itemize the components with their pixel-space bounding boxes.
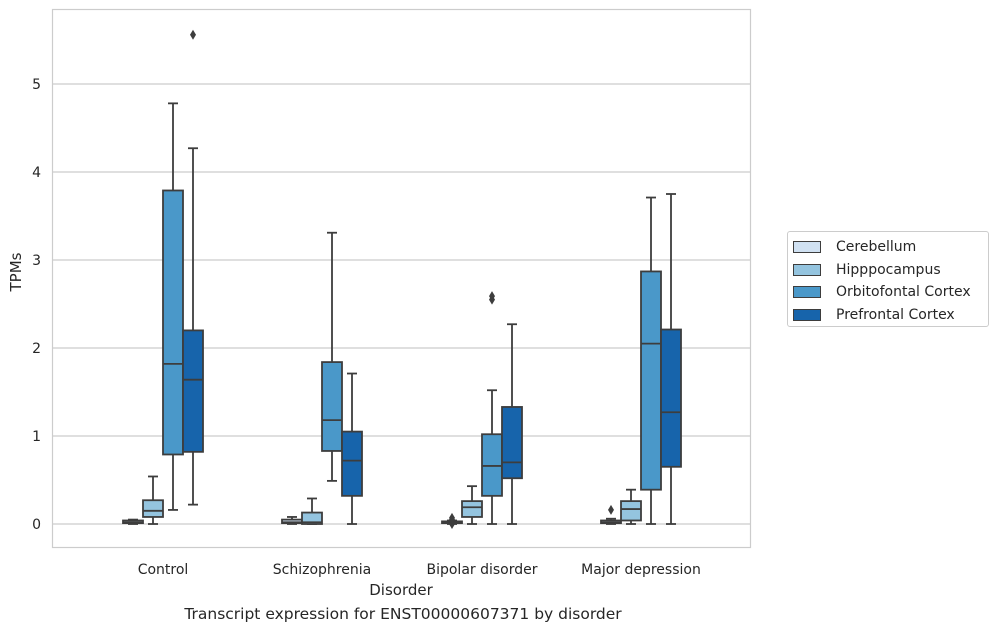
outlier-point bbox=[449, 512, 455, 523]
box-iqr bbox=[640, 270, 662, 491]
box-iqr bbox=[501, 406, 523, 480]
y-axis-label: TPMs bbox=[7, 252, 25, 292]
box-1-1 bbox=[301, 497, 323, 525]
chart-title: Transcript expression for ENST0000060737… bbox=[184, 605, 622, 623]
box-2-1 bbox=[321, 231, 343, 482]
box-iqr bbox=[142, 499, 164, 518]
legend-item: Hipppocampus bbox=[792, 259, 988, 282]
legend-swatch bbox=[793, 263, 821, 276]
box-1-2 bbox=[461, 485, 483, 525]
box-3-3 bbox=[660, 193, 682, 525]
box-3-0 bbox=[182, 29, 204, 506]
legend-item: Orbitofontal Cortex bbox=[792, 281, 988, 304]
box-1-0 bbox=[142, 475, 164, 525]
x-tick-label: Control bbox=[138, 562, 189, 578]
legend: Cerebellum Hipppocampus Orbitofontal Corte… bbox=[787, 231, 989, 327]
box-0-0 bbox=[122, 518, 144, 525]
legend-item: Cerebellum bbox=[792, 236, 988, 259]
legend-swatch bbox=[793, 286, 821, 299]
x-axis-ticks: Control Schizophrenia Bipolar disorder Majo… bbox=[138, 562, 701, 578]
box-iqr bbox=[162, 189, 184, 456]
outlier-point bbox=[608, 504, 614, 515]
box-iqr bbox=[321, 361, 343, 452]
box-0-2 bbox=[441, 512, 463, 529]
y-tick-label: 1 bbox=[32, 429, 41, 445]
boxes bbox=[122, 29, 682, 529]
box-iqr bbox=[461, 500, 483, 518]
outlier-point bbox=[489, 291, 495, 302]
y-tick-label: 0 bbox=[32, 517, 41, 533]
box-0-1 bbox=[281, 516, 303, 525]
y-tick-label: 3 bbox=[32, 253, 41, 269]
box-iqr bbox=[660, 328, 682, 468]
y-tick-label: 2 bbox=[32, 341, 41, 357]
y-tick-label: 5 bbox=[32, 77, 41, 93]
y-axis-ticks: 0 1 2 3 4 5 bbox=[32, 77, 41, 533]
box-0-3 bbox=[600, 504, 622, 525]
x-tick-label: Major depression bbox=[581, 562, 701, 578]
box-2-2 bbox=[481, 291, 503, 525]
legend-label: Hipppocampus bbox=[836, 261, 941, 278]
x-axis-label: Disorder bbox=[369, 581, 433, 599]
legend-swatch bbox=[793, 308, 821, 321]
box-iqr bbox=[182, 329, 204, 453]
outlier-point bbox=[190, 29, 196, 40]
legend-item: Prefrontal Cortex bbox=[792, 304, 988, 327]
box-iqr bbox=[620, 500, 642, 522]
legend-swatch bbox=[793, 241, 821, 254]
x-tick-label: Schizophrenia bbox=[273, 562, 371, 578]
plot-area-frame bbox=[51, 8, 752, 549]
box-3-2 bbox=[501, 323, 523, 525]
y-tick-label: 4 bbox=[32, 165, 41, 181]
box-iqr bbox=[341, 430, 363, 497]
box-2-3 bbox=[640, 196, 662, 525]
legend-label: Cerebellum bbox=[836, 239, 917, 256]
legend-label: Orbitofontal Cortex bbox=[836, 284, 971, 301]
box-3-1 bbox=[341, 372, 363, 525]
legend-label: Prefrontal Cortex bbox=[836, 306, 955, 323]
x-tick-label: Bipolar disorder bbox=[426, 562, 537, 578]
box-1-3 bbox=[620, 488, 642, 525]
box-2-0 bbox=[162, 102, 184, 511]
box-iqr bbox=[301, 511, 323, 525]
